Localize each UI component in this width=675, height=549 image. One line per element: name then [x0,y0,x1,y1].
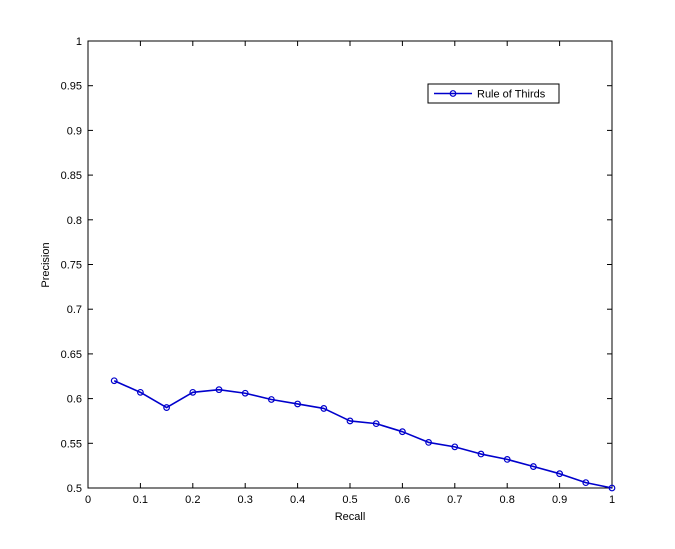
data-point [451,443,459,451]
legend-box [427,83,560,104]
data-point [608,484,616,492]
data-point [110,377,118,385]
y-tick-labels: 0.5 0.55 0.6 0.65 0.7 0.75 0.8 0.85 0.9 0.95 1 [61,36,82,495]
data-point [346,417,354,425]
data-point [503,455,511,463]
series-line [113,379,613,489]
y-tick-label: 1 [76,36,82,48]
x-tick-labels: 0 0.1 0.2 0.3 0.4 0.5 0.6 0.7 0.8 0.9 1 [85,494,615,506]
y-axis-label: Precision [40,242,52,287]
data-point [372,420,380,428]
x-tick-label: 0 [85,494,91,506]
y-tick-label: 0.85 [61,170,82,182]
y-tick-label: 0.7 [67,304,82,316]
y-tick-label: 0.5 [67,483,82,495]
data-point [189,388,197,396]
series-layer [110,377,616,492]
x-tick-label: 1 [609,494,615,506]
data-point [425,439,433,446]
y-tick-label: 0.75 [61,260,82,272]
y-tick-label: 0.95 [61,81,82,93]
data-point [530,463,537,470]
x-tick-label: 0.9 [552,494,567,506]
plot-area [87,40,613,489]
x-tick-label: 0.5 [342,494,357,506]
data-point [399,428,406,436]
legend: Rule of Thirds [427,83,560,104]
data-point [136,388,144,396]
data-point [582,479,590,487]
data-point [215,386,223,394]
data-point [556,470,563,478]
x-tick-label: 0.3 [238,494,253,506]
y-tick-label: 0.65 [61,349,82,361]
y-tick-label: 0.55 [61,438,82,450]
data-point [163,404,171,411]
legend-entry-label: Rule of Thirds [477,89,546,101]
data-point [320,405,328,412]
x-tick-label: 0.1 [133,494,148,506]
x-tick-label: 0.4 [290,494,305,506]
data-point [294,400,302,408]
axis-ticks [87,40,613,489]
x-axis-label: Recall [335,511,366,523]
data-point [241,389,249,397]
y-tick-label: 0.6 [67,394,82,406]
x-tick-label: 0.7 [447,494,462,506]
data-point [268,396,275,403]
x-tick-label: 0.6 [395,494,410,506]
y-tick-label: 0.8 [67,215,82,227]
x-tick-label: 0.2 [185,494,200,506]
x-tick-label: 0.8 [500,494,515,506]
data-point [477,450,485,458]
legend-marker-sample [449,90,457,97]
y-tick-label: 0.9 [67,125,82,137]
